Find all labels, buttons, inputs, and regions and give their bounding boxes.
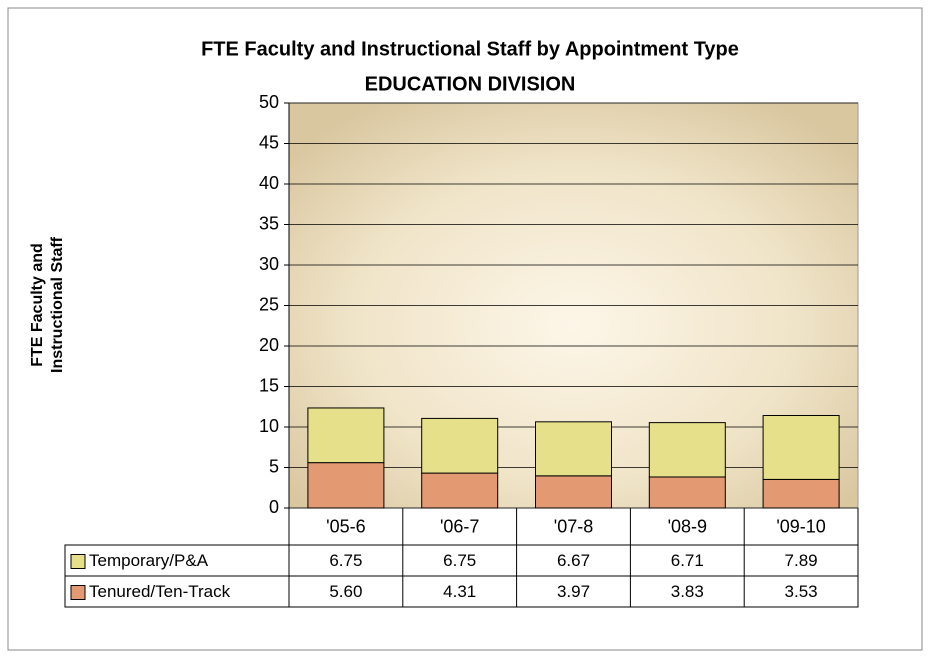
legend-swatch (70, 554, 86, 569)
bar-segment (762, 478, 840, 509)
x-tick-label: '08-9 (668, 516, 707, 536)
data-label: 3.83 (671, 582, 704, 601)
bar-segment (535, 475, 612, 509)
data-label: 6.71 (671, 551, 704, 570)
data-label: 7.89 (785, 551, 818, 570)
bar-segment (762, 414, 840, 480)
bar-segment (307, 462, 385, 509)
legend-label: Tenured/Ten-Track (89, 582, 231, 601)
y-tick-label: 35 (259, 213, 279, 233)
bar-segment (535, 421, 612, 477)
data-label: 3.97 (557, 582, 590, 601)
data-label: 6.67 (557, 551, 590, 570)
x-tick-label: '05-6 (326, 516, 365, 536)
y-tick-label: 45 (259, 132, 279, 152)
data-label: 6.75 (329, 551, 362, 570)
chart-subtitle: EDUCATION DIVISION (365, 73, 576, 95)
data-label: 6.75 (443, 551, 476, 570)
x-tick-label: '06-7 (440, 516, 479, 536)
bar-segment (421, 472, 499, 509)
bar-segment (421, 417, 499, 474)
y-tick-label: 10 (259, 416, 279, 436)
y-tick-label: 15 (259, 375, 279, 395)
data-label: 4.31 (443, 582, 476, 601)
bar-segment (307, 407, 385, 464)
x-tick-label: '07-8 (554, 516, 593, 536)
y-tick-label: 5 (269, 456, 279, 476)
chart-title: FTE Faculty and Instructional Staff by A… (201, 38, 739, 60)
data-label: 3.53 (785, 582, 818, 601)
y-axis-label: Instructional Staff (49, 236, 66, 373)
y-tick-label: 0 (269, 497, 279, 517)
y-tick-label: 25 (259, 294, 279, 314)
y-tick-label: 30 (259, 254, 279, 274)
x-tick-label: '09-10 (776, 516, 825, 536)
y-tick-label: 40 (259, 173, 279, 193)
data-label: 5.60 (329, 582, 362, 601)
y-tick-label: 50 (259, 92, 279, 112)
bar-segment (648, 476, 726, 509)
legend-swatch (70, 585, 86, 600)
y-tick-label: 20 (259, 335, 279, 355)
y-axis-label: FTE Faculty and (29, 243, 46, 367)
bar-segment (648, 422, 726, 478)
legend-label: Temporary/P&A (89, 551, 209, 570)
